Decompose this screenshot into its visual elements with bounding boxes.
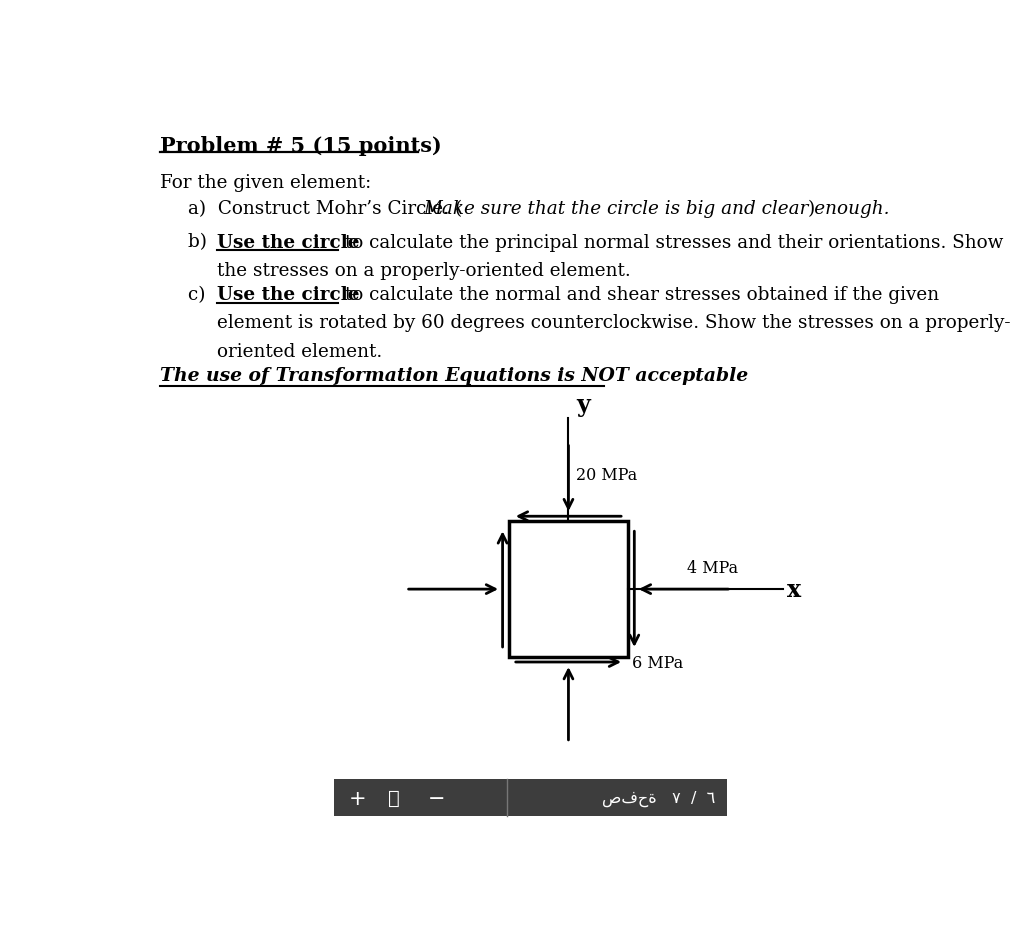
Text: For the given element:: For the given element: [160, 174, 371, 192]
Text: x: x [786, 578, 801, 602]
Bar [509, 522, 628, 657]
Text: Make sure that the circle is big and clear enough.: Make sure that the circle is big and cle… [423, 199, 890, 218]
Text: element is rotated by 60 degrees counterclockwise. Show the stresses on a proper: element is rotated by 60 degrees counter… [217, 314, 1011, 332]
Text: +: + [348, 788, 367, 808]
Text: oriented element.: oriented element. [217, 342, 382, 361]
Text: 4 MPa: 4 MPa [687, 560, 738, 577]
Text: −: − [428, 788, 445, 808]
Text: The use of Transformation Equations is NOT acceptable: The use of Transformation Equations is N… [160, 367, 748, 385]
Text: c): c) [187, 286, 217, 303]
Text: Problem # 5 (15 points): Problem # 5 (15 points) [160, 136, 441, 157]
Text: b): b) [187, 234, 218, 251]
Text: to calculate the normal and shear stresses obtained if the given: to calculate the normal and shear stress… [339, 286, 939, 303]
Text: y: y [577, 393, 590, 417]
Text: Use the circle: Use the circle [217, 234, 359, 251]
Text: a)  Construct Mohr’s Circle. (: a) Construct Mohr’s Circle. ( [187, 199, 462, 218]
Text: the stresses on a properly-oriented element.: the stresses on a properly-oriented elem… [217, 261, 631, 280]
Text: ⌕: ⌕ [388, 789, 400, 807]
Text: صفحة   ٧  /  ٦: صفحة ٧ / ٦ [602, 790, 715, 806]
Text: ): ) [807, 199, 814, 218]
Bar [334, 780, 727, 817]
Text: to calculate the principal normal stresses and their orientations. Show: to calculate the principal normal stress… [339, 234, 1004, 251]
Text: 20 MPa: 20 MPa [577, 467, 638, 484]
Text: 6 MPa: 6 MPa [632, 654, 683, 671]
Text: Use the circle: Use the circle [217, 286, 359, 303]
